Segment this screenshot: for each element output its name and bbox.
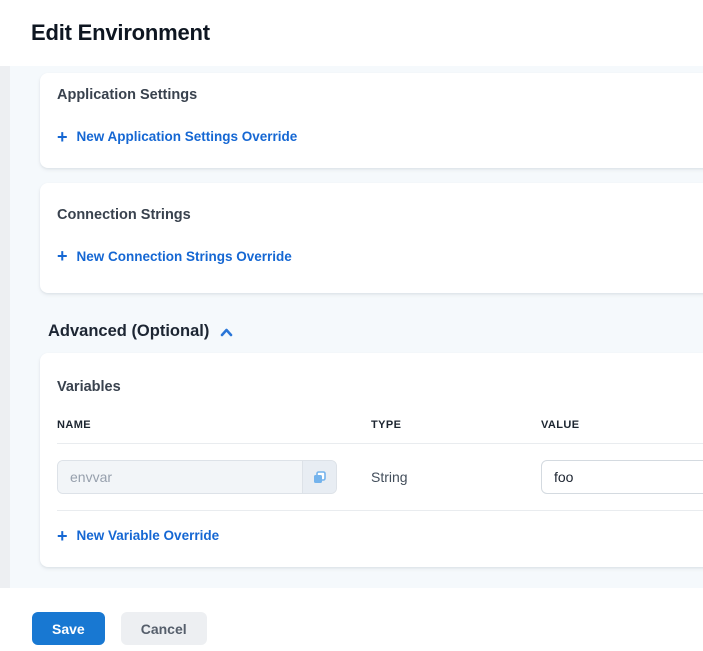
column-header-name: NAME — [57, 419, 91, 431]
page-title: Edit Environment — [31, 20, 210, 45]
connection-strings-title: Connection Strings — [57, 206, 191, 223]
new-variable-override-link[interactable]: + New Variable Override — [57, 525, 220, 546]
save-button[interactable]: Save — [32, 612, 105, 645]
plus-icon: + — [57, 126, 68, 147]
application-settings-title: Application Settings — [57, 87, 198, 103]
new-application-settings-override-label: New Application Settings Override — [76, 129, 298, 144]
column-header-type: TYPE — [371, 419, 402, 431]
variable-name-input-group — [57, 460, 337, 494]
plus-icon: + — [57, 525, 68, 546]
variables-title: Variables — [57, 379, 121, 395]
new-connection-strings-override-label: New Connection Strings Override — [76, 248, 292, 264]
advanced-section-toggle[interactable]: Advanced (Optional) — [48, 322, 703, 341]
copy-button[interactable] — [302, 461, 336, 493]
advanced-section-title: Advanced (Optional) — [48, 322, 210, 340]
variable-row: String — [57, 443, 703, 511]
form-content: Application Settings + New Application S… — [0, 66, 703, 588]
column-header-value: VALUE — [541, 419, 580, 431]
new-connection-strings-override-link[interactable]: + New Connection Strings Override — [57, 246, 292, 266]
plus-icon: + — [57, 246, 68, 266]
variable-type-text: String — [371, 469, 408, 485]
new-application-settings-override-link[interactable]: + New Application Settings Override — [57, 126, 298, 147]
variable-value-input[interactable] — [541, 460, 703, 494]
variables-card: Variables NAME TYPE VALUE String — [40, 353, 703, 567]
cancel-button[interactable]: Cancel — [120, 612, 207, 645]
variables-column-headers: NAME TYPE VALUE — [57, 419, 703, 443]
new-variable-override-label: New Variable Override — [76, 528, 220, 543]
footer-action-bar: Save Cancel — [0, 588, 703, 651]
page-header: Edit Environment — [0, 0, 703, 66]
copy-icon — [314, 470, 326, 483]
chevron-up-icon — [219, 326, 234, 339]
connection-strings-card: Connection Strings + New Connection Stri… — [40, 182, 703, 293]
application-settings-card: Application Settings + New Application S… — [40, 73, 703, 168]
variable-name-input — [58, 461, 302, 493]
